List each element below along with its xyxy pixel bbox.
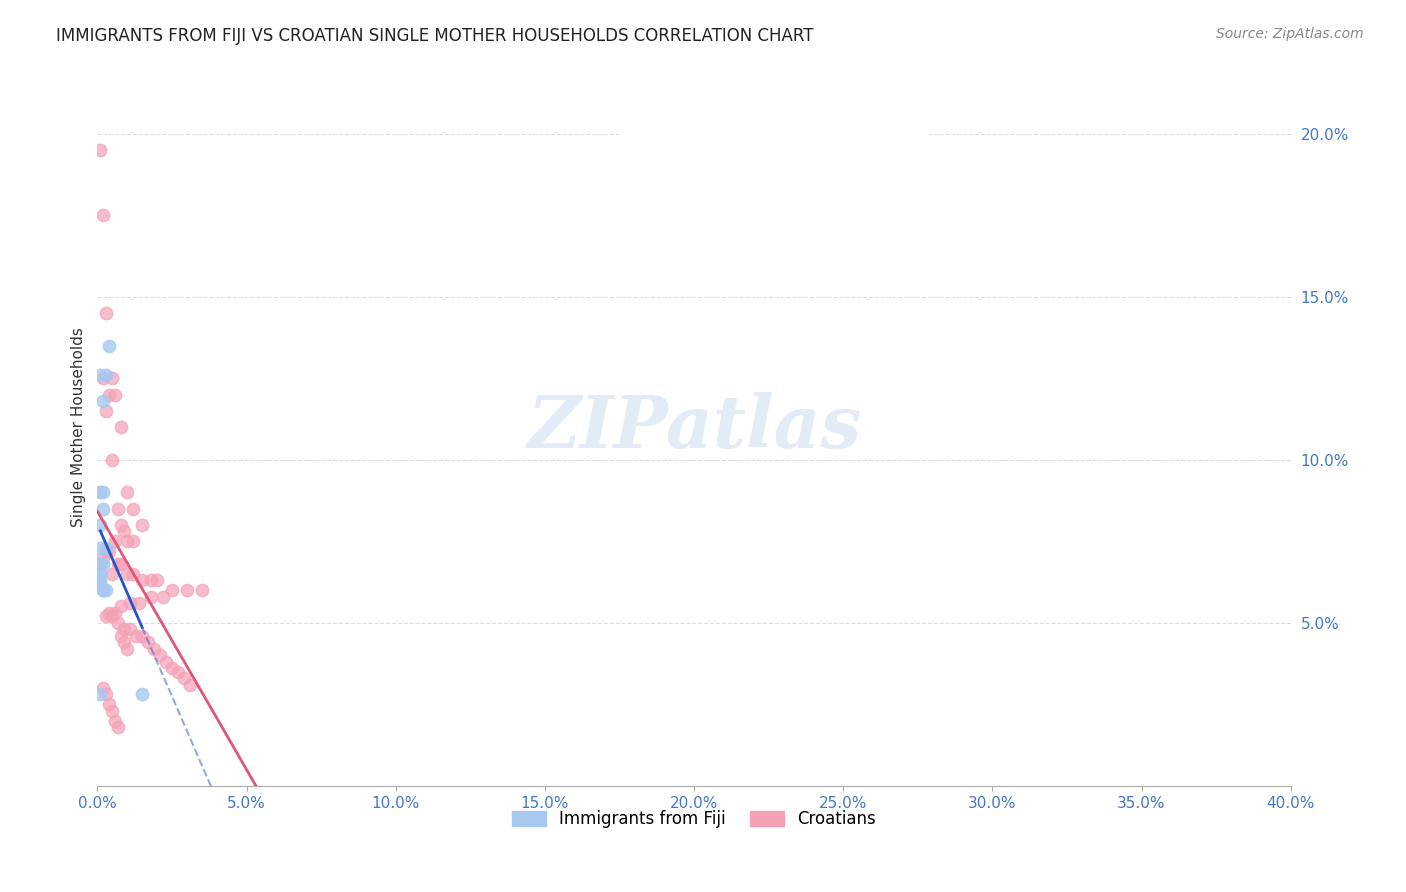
Point — [110, 599, 132, 614]
Point — [96, 404, 118, 418]
Point — [89, 576, 111, 591]
Point — [101, 566, 124, 581]
Point — [112, 622, 135, 636]
Point — [104, 714, 127, 728]
Point — [98, 698, 121, 712]
Point — [89, 368, 111, 382]
Point — [96, 609, 118, 624]
Point — [173, 671, 195, 685]
Point — [96, 541, 118, 555]
Text: IMMIGRANTS FROM FIJI VS CROATIAN SINGLE MOTHER HOUSEHOLDS CORRELATION CHART: IMMIGRANTS FROM FIJI VS CROATIAN SINGLE … — [56, 27, 814, 45]
Point — [101, 452, 124, 467]
Point — [149, 648, 172, 663]
Point — [143, 641, 166, 656]
Point — [89, 557, 111, 571]
Point — [107, 557, 129, 571]
Point — [112, 635, 135, 649]
Point — [89, 143, 111, 157]
Point — [115, 485, 138, 500]
Point — [89, 557, 111, 571]
Point — [91, 557, 114, 571]
Legend: Immigrants from Fiji, Croatians: Immigrants from Fiji, Croatians — [506, 804, 883, 835]
Point — [115, 566, 138, 581]
Point — [122, 501, 145, 516]
Point — [125, 629, 148, 643]
Point — [89, 541, 111, 555]
Point — [160, 583, 183, 598]
Y-axis label: Single Mother Households: Single Mother Households — [72, 327, 86, 527]
Point — [104, 534, 127, 549]
Point — [176, 583, 198, 598]
Point — [89, 576, 111, 591]
Point — [139, 574, 162, 588]
Point — [112, 524, 135, 539]
Point — [131, 629, 153, 643]
Point — [152, 590, 174, 604]
Point — [89, 566, 111, 581]
Point — [122, 534, 145, 549]
Point — [89, 518, 111, 533]
Point — [122, 566, 145, 581]
Point — [96, 544, 118, 558]
Point — [179, 678, 201, 692]
Point — [98, 544, 121, 558]
Point — [91, 583, 114, 598]
Point — [107, 720, 129, 734]
Point — [89, 485, 111, 500]
Point — [96, 688, 118, 702]
Point — [96, 583, 118, 598]
Point — [104, 387, 127, 401]
Point — [96, 368, 118, 382]
Point — [128, 596, 150, 610]
Point — [167, 665, 190, 679]
Point — [91, 550, 114, 565]
Point — [98, 606, 121, 620]
Point — [120, 622, 142, 636]
Point — [91, 485, 114, 500]
Point — [91, 394, 114, 409]
Point — [155, 655, 177, 669]
Point — [101, 371, 124, 385]
Point — [110, 557, 132, 571]
Point — [110, 518, 132, 533]
Point — [131, 688, 153, 702]
Point — [91, 371, 114, 385]
Point — [115, 641, 138, 656]
Point — [115, 534, 138, 549]
Point — [191, 583, 214, 598]
Point — [131, 574, 153, 588]
Point — [160, 661, 183, 675]
Point — [89, 574, 111, 588]
Point — [107, 501, 129, 516]
Point — [101, 704, 124, 718]
Text: Source: ZipAtlas.com: Source: ZipAtlas.com — [1216, 27, 1364, 41]
Point — [136, 635, 159, 649]
Point — [104, 606, 127, 620]
Point — [110, 420, 132, 434]
Point — [131, 518, 153, 533]
Point — [91, 208, 114, 222]
Point — [89, 576, 111, 591]
Point — [89, 688, 111, 702]
Point — [98, 338, 121, 352]
Point — [91, 681, 114, 695]
Point — [91, 583, 114, 598]
Text: ZIPatlas: ZIPatlas — [527, 392, 860, 463]
Point — [89, 557, 111, 571]
Point — [89, 566, 111, 581]
Point — [98, 387, 121, 401]
Point — [107, 615, 129, 630]
Point — [110, 629, 132, 643]
Point — [101, 609, 124, 624]
Point — [120, 596, 142, 610]
Point — [91, 501, 114, 516]
Point — [146, 574, 169, 588]
Point — [139, 590, 162, 604]
Point — [96, 306, 118, 320]
